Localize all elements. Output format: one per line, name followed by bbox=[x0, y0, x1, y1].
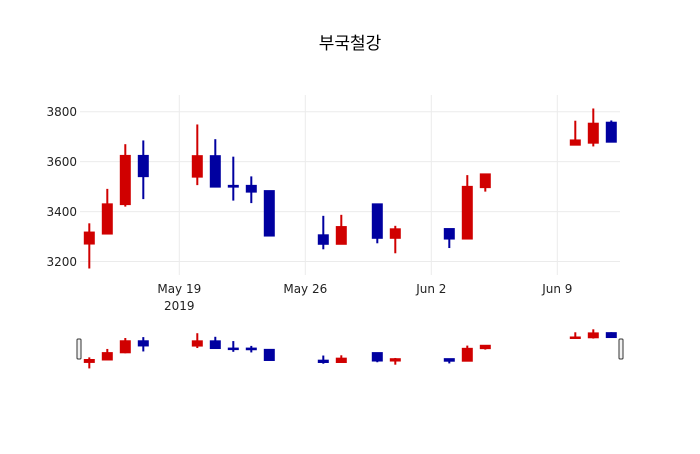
mini-candle[interactable] bbox=[569, 332, 581, 339]
candle-body-decreasing bbox=[605, 332, 617, 339]
x-tick-year-label: 2019 bbox=[164, 299, 195, 313]
candle[interactable] bbox=[245, 176, 257, 204]
candle-body-increasing bbox=[335, 357, 347, 363]
candle-body-decreasing bbox=[263, 348, 275, 361]
candle[interactable] bbox=[191, 124, 203, 186]
candle-body-decreasing bbox=[137, 154, 149, 178]
candle[interactable] bbox=[317, 215, 329, 250]
candle-body-decreasing bbox=[371, 352, 383, 362]
candle[interactable] bbox=[101, 188, 113, 235]
y-axis: 3200 3400 3600 3800 bbox=[46, 105, 77, 269]
candle[interactable] bbox=[389, 225, 401, 254]
candle-body-decreasing bbox=[263, 190, 275, 237]
mini-candle[interactable] bbox=[191, 333, 203, 349]
candle[interactable] bbox=[371, 203, 383, 244]
mini-candle[interactable] bbox=[371, 352, 383, 363]
gridlines bbox=[80, 95, 620, 275]
candle[interactable] bbox=[443, 228, 455, 249]
y-tick-label: 3200 bbox=[46, 255, 77, 269]
candle-body-increasing bbox=[569, 139, 581, 146]
candle-body-increasing bbox=[479, 173, 491, 189]
x-axis: May 19 2019 May 26 Jun 2 Jun 9 bbox=[157, 282, 572, 313]
x-tick-label: Jun 2 bbox=[415, 282, 446, 296]
mini-candle[interactable] bbox=[317, 355, 329, 364]
candle[interactable] bbox=[137, 140, 149, 200]
candle-body-increasing bbox=[101, 352, 113, 361]
range-slider[interactable] bbox=[76, 326, 624, 370]
candle[interactable] bbox=[119, 144, 131, 207]
mini-candle[interactable] bbox=[83, 357, 95, 369]
mini-candle[interactable] bbox=[263, 348, 275, 361]
mini-candle[interactable] bbox=[443, 358, 455, 364]
candle[interactable] bbox=[209, 139, 221, 188]
mini-candle[interactable] bbox=[605, 332, 617, 339]
mini-candle[interactable] bbox=[137, 337, 149, 352]
candle-body-decreasing bbox=[605, 121, 617, 143]
candle-body-increasing bbox=[119, 340, 131, 354]
candle[interactable] bbox=[335, 214, 347, 245]
y-tick-label: 3400 bbox=[46, 205, 77, 219]
candle-body-decreasing bbox=[209, 340, 221, 350]
candle-body-increasing bbox=[479, 344, 491, 350]
candle-body-increasing bbox=[101, 203, 113, 235]
candle[interactable] bbox=[479, 173, 491, 192]
x-tick-label: May 26 bbox=[283, 282, 327, 296]
candle[interactable] bbox=[587, 108, 599, 147]
candle-body-increasing bbox=[83, 359, 95, 363]
candle-body-increasing bbox=[389, 228, 401, 239]
candle-body-decreasing bbox=[227, 347, 239, 351]
candle-body-increasing bbox=[569, 336, 581, 339]
mini-candle[interactable] bbox=[209, 336, 221, 350]
mini-candle[interactable] bbox=[389, 357, 401, 365]
range-slider-left-handle[interactable] bbox=[76, 338, 82, 360]
candle-body-decreasing bbox=[443, 228, 455, 240]
candle-body-decreasing bbox=[245, 184, 257, 193]
range-slider-background bbox=[80, 326, 620, 370]
mini-candle[interactable] bbox=[119, 338, 131, 354]
candle-body-increasing bbox=[191, 155, 203, 178]
y-tick-label: 3800 bbox=[46, 105, 77, 119]
candle-body-increasing bbox=[587, 122, 599, 144]
candle-body-decreasing bbox=[317, 234, 329, 245]
range-slider-right-handle[interactable] bbox=[618, 338, 624, 360]
candle-body-increasing bbox=[83, 231, 95, 245]
mini-candle[interactable] bbox=[101, 348, 113, 361]
mini-candle[interactable] bbox=[227, 341, 239, 352]
candle-body-increasing bbox=[587, 332, 599, 339]
candle[interactable] bbox=[83, 223, 95, 269]
x-tick-label: May 19 bbox=[157, 282, 201, 296]
candle-body-decreasing bbox=[245, 347, 257, 351]
candle[interactable] bbox=[605, 120, 617, 143]
candle-body-increasing bbox=[461, 185, 473, 240]
candle[interactable] bbox=[569, 120, 581, 146]
candle-body-decreasing bbox=[317, 359, 329, 363]
candle[interactable] bbox=[461, 175, 473, 240]
candle[interactable] bbox=[227, 156, 239, 201]
candle-body-increasing bbox=[119, 154, 131, 206]
mini-candle[interactable] bbox=[587, 329, 599, 339]
mini-candle[interactable] bbox=[335, 355, 347, 363]
candle-body-increasing bbox=[191, 340, 203, 347]
mini-candle[interactable] bbox=[245, 345, 257, 353]
mini-candle[interactable] bbox=[479, 344, 491, 350]
candle[interactable] bbox=[263, 190, 275, 237]
x-tick-label: Jun 9 bbox=[541, 282, 572, 296]
candles-main[interactable] bbox=[83, 108, 617, 269]
candle-body-decreasing bbox=[443, 358, 455, 362]
candle-body-decreasing bbox=[371, 203, 383, 239]
candle-body-increasing bbox=[461, 347, 473, 362]
candle-body-decreasing bbox=[209, 155, 221, 188]
y-tick-label: 3600 bbox=[46, 155, 77, 169]
chart-title: 부국철강 bbox=[319, 34, 382, 54]
candle-body-decreasing bbox=[137, 340, 149, 347]
candle-body-increasing bbox=[335, 226, 347, 245]
candle-body-increasing bbox=[389, 358, 401, 362]
mini-candle[interactable] bbox=[461, 345, 473, 362]
candle-body-decreasing bbox=[227, 184, 239, 188]
